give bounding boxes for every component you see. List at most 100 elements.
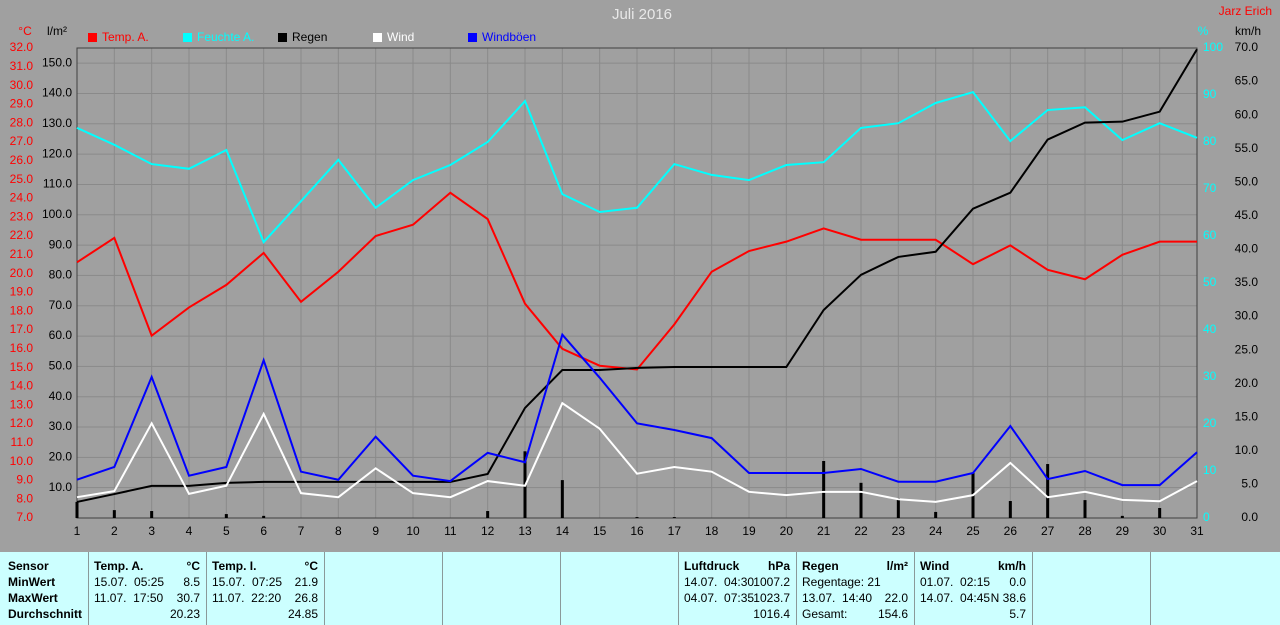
y-tick-label: 9.0 xyxy=(16,473,33,487)
column-separator xyxy=(206,552,207,625)
x-tick-label: 9 xyxy=(372,524,379,538)
legend-label: Windböen xyxy=(482,30,536,44)
line xyxy=(76,48,1198,503)
line xyxy=(76,332,1198,487)
y-tick-label: 32.0 xyxy=(10,40,34,54)
y-tick-label: 50.0 xyxy=(1235,174,1259,188)
y-tick-label: 70.0 xyxy=(1235,40,1259,54)
rain-bar xyxy=(224,514,228,518)
rain-bar xyxy=(1008,501,1012,518)
legend-swatch xyxy=(183,33,192,42)
y-tick-label: 40.0 xyxy=(1235,242,1259,256)
y-tick-label: 17.0 xyxy=(10,322,34,336)
line xyxy=(76,191,1197,371)
cell-text: Regentage: 21 xyxy=(802,575,881,589)
y-tick-label: 20.0 xyxy=(10,266,34,280)
x-tick-label: 20 xyxy=(780,524,794,538)
chart-title: Juli 2016 xyxy=(612,6,672,23)
y-tick-label: 60.0 xyxy=(1235,107,1259,121)
y-tick-label: 90.0 xyxy=(49,237,73,251)
cell-value: 1007.2 xyxy=(753,575,790,589)
x-tick-label: 27 xyxy=(1041,524,1055,538)
cell-value: 8.5 xyxy=(183,575,200,589)
x-tick-label: 31 xyxy=(1190,524,1204,538)
cell-value: 21.9 xyxy=(294,575,318,589)
rain-bar xyxy=(486,511,490,518)
cell-text: 15.07. 05:25 xyxy=(94,575,165,589)
cell-value: 0.0 xyxy=(1009,575,1026,589)
x-tick-label: 18 xyxy=(705,524,719,538)
chart: Juli 2016 Jarz Erich °C7.08.09.010.011.0… xyxy=(0,0,1280,552)
column-separator xyxy=(914,552,915,625)
y-tick-label: 27.0 xyxy=(10,134,34,148)
y-tick-label: 100 xyxy=(1203,40,1223,54)
line xyxy=(76,91,1198,244)
y-tick-label: 24.0 xyxy=(10,191,34,205)
y-tick-label: 70 xyxy=(1203,181,1217,195)
x-tick-label: 4 xyxy=(186,524,193,538)
x-tick-label: 26 xyxy=(1004,524,1018,538)
rain-bar xyxy=(859,482,863,518)
cell-value: 20.23 xyxy=(169,607,200,621)
x-tick-label: 25 xyxy=(966,524,980,538)
axis-title: km/h xyxy=(1235,24,1261,38)
y-tick-label: 22.0 xyxy=(10,228,34,242)
x-tick-label: 17 xyxy=(668,524,682,538)
cell-text: 13.07. 14:40 xyxy=(802,591,873,605)
y-tick-label: 31.0 xyxy=(10,59,34,73)
x-tick-label: 12 xyxy=(481,524,495,538)
x-tick-label: 21 xyxy=(817,524,831,538)
x-tick-label: 22 xyxy=(854,524,868,538)
y-tick-label: 130.0 xyxy=(42,116,72,130)
y-tick-label: 21.0 xyxy=(10,247,34,261)
background xyxy=(0,0,1280,552)
column-title: Temp. I. xyxy=(212,559,257,573)
column-separator xyxy=(1150,552,1151,625)
y-tick-label: 10.0 xyxy=(1235,443,1259,457)
cell-value: N 38.6 xyxy=(990,591,1026,605)
rain-bar xyxy=(560,480,564,518)
y-tick-label: 25.0 xyxy=(10,172,34,186)
x-tick-label: 16 xyxy=(630,524,644,538)
x-tick-label: 30 xyxy=(1153,524,1167,538)
cell-value: 30.7 xyxy=(176,591,200,605)
y-tick-label: 10.0 xyxy=(10,454,34,468)
x-tick-label: 2 xyxy=(111,524,118,538)
y-tick-label: 0.0 xyxy=(1241,510,1258,524)
cell-value: 5.7 xyxy=(1009,607,1026,621)
y-tick-label: 16.0 xyxy=(10,341,34,355)
cell-value: 22.0 xyxy=(884,591,908,605)
cell-value: 26.8 xyxy=(294,591,318,605)
axis-title: °C xyxy=(18,24,32,38)
cell-text: Gesamt: xyxy=(802,607,848,621)
x-tick-label: 10 xyxy=(406,524,420,538)
row-label: MaxWert xyxy=(8,591,58,605)
cell-text: 14.07. 04:30 xyxy=(684,575,755,589)
column-unit: °C xyxy=(304,559,318,573)
legend-swatch xyxy=(278,33,287,42)
rain-bar xyxy=(112,510,116,518)
column-separator xyxy=(1032,552,1033,625)
column-unit: hPa xyxy=(767,559,790,573)
y-tick-label: 0 xyxy=(1203,510,1210,524)
legend-label: Feuchte A. xyxy=(197,30,254,44)
y-tick-label: 55.0 xyxy=(1235,141,1259,155)
stats-table: Sensor MinWert MaxWert Durchschnitt Temp. A.… xyxy=(0,552,1280,625)
column-separator xyxy=(88,552,89,625)
column-title: Wind xyxy=(920,559,950,573)
y-tick-label: 8.0 xyxy=(16,491,33,505)
y-tick-label: 30 xyxy=(1203,369,1217,383)
y-tick-label: 5.0 xyxy=(1241,477,1258,491)
legend-swatch xyxy=(373,33,382,42)
y-tick-label: 45.0 xyxy=(1235,208,1259,222)
rain-bar xyxy=(896,497,900,518)
x-tick-label: 24 xyxy=(929,524,943,538)
y-tick-label: 100.0 xyxy=(42,207,72,221)
y-tick-label: 10.0 xyxy=(49,480,73,494)
x-tick-label: 3 xyxy=(148,524,155,538)
row-label: Sensor xyxy=(8,559,49,573)
rain-bar xyxy=(934,511,938,518)
rain-bar xyxy=(1120,515,1124,518)
x-tick-label: 28 xyxy=(1078,524,1092,538)
